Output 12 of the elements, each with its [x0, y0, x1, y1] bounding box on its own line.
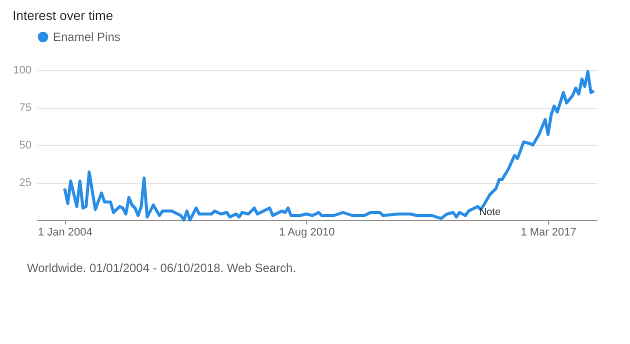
y-tick-label: 75 [19, 102, 32, 114]
x-tick-label: 1 Jan 2004 [38, 226, 92, 238]
y-tick-label: 50 [19, 140, 32, 152]
chart-title: Interest over time [12, 8, 114, 23]
y-tick-label: 25 [19, 177, 32, 189]
text: Worldwide. 01/01/2004 - 06/10/2018. Web Search. [27, 261, 296, 275]
x-tick-label: 1 Mar 2017 [520, 226, 576, 238]
y-tick-label: 100 [13, 64, 32, 76]
annotation: Note [479, 207, 501, 218]
x-tick-label: 1 Aug 2010 [279, 226, 335, 238]
legend-label: Enamel Pins [53, 30, 120, 44]
line-series [63, 70, 596, 222]
